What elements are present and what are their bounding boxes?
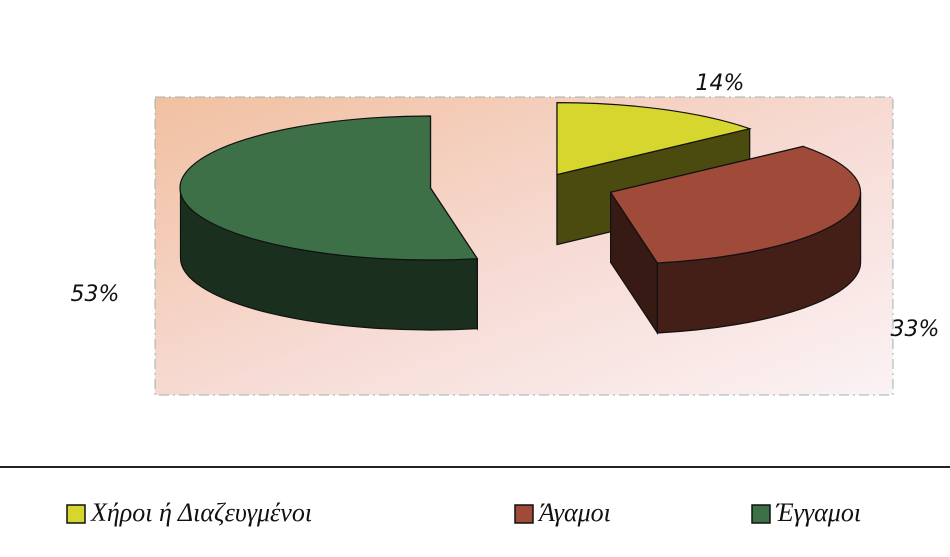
legend-label: Έγγαμοι — [775, 498, 861, 527]
slice-top — [609, 145, 862, 264]
slice — [609, 145, 862, 335]
pie — [179, 101, 862, 335]
data-label: 53% — [71, 282, 120, 307]
slice-top — [179, 115, 479, 261]
data-label: 14% — [696, 71, 745, 96]
legend-swatch — [66, 504, 86, 524]
slice-top — [556, 101, 752, 176]
slice — [179, 115, 479, 331]
legend-swatch — [514, 504, 534, 524]
legend-label: Άγαμοι — [537, 498, 611, 527]
legend-swatch — [751, 504, 771, 524]
legend-label: Χήροι ή Διαζευγμένοι — [90, 498, 312, 527]
legend: Χήροι ή Διαζευγμένοι Άγαμοι Έγγαμοι — [66, 498, 861, 527]
data-label: 33% — [891, 317, 940, 342]
